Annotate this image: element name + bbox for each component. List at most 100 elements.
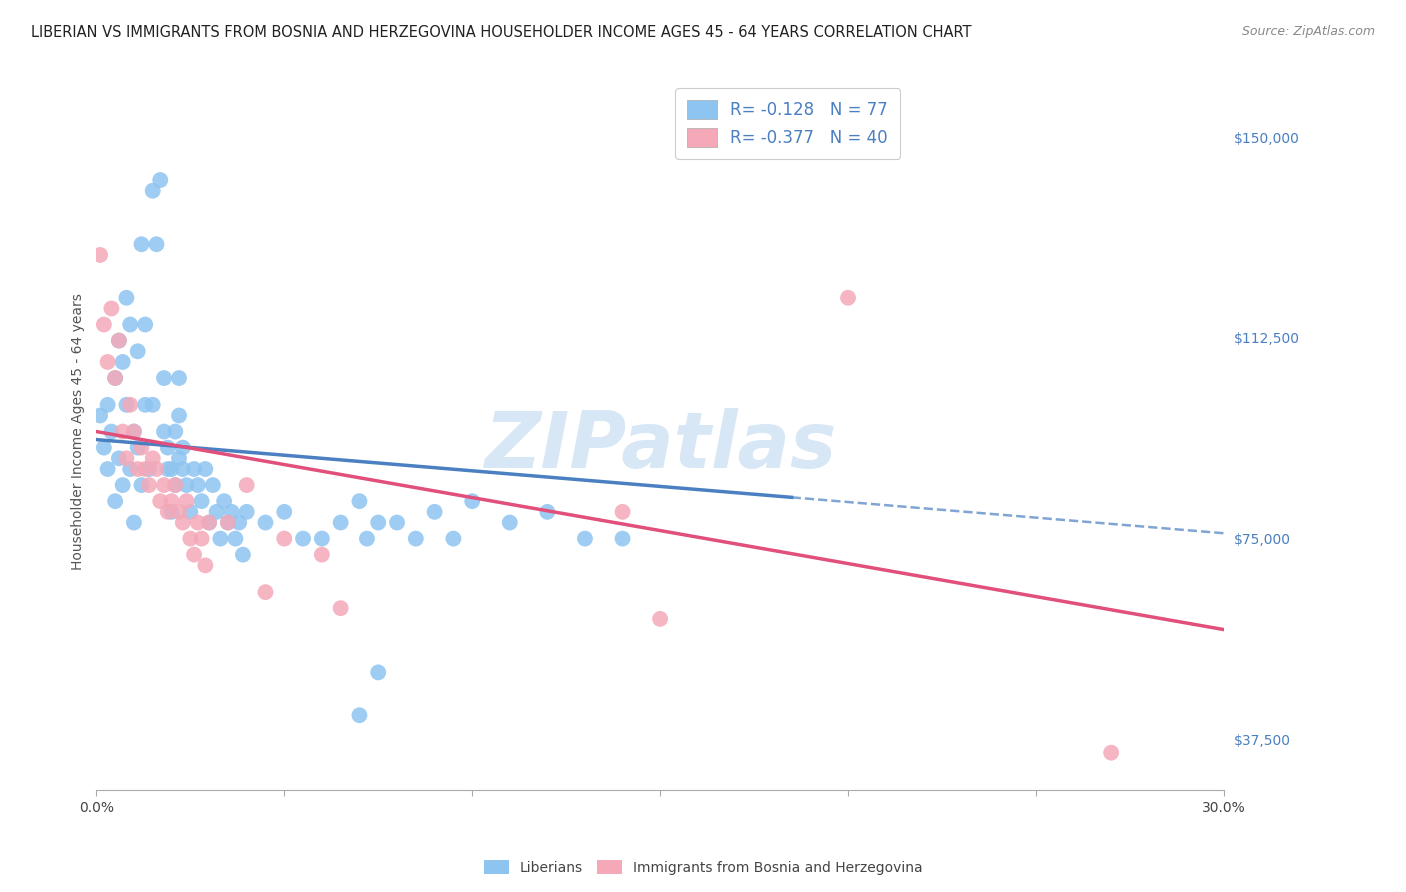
Point xyxy=(156,505,179,519)
Point xyxy=(217,516,239,530)
Point xyxy=(235,505,257,519)
Point xyxy=(441,532,464,546)
Point xyxy=(212,494,235,508)
Point xyxy=(145,462,167,476)
Point xyxy=(329,516,352,530)
Point xyxy=(405,532,427,546)
Point xyxy=(224,532,246,546)
Point xyxy=(104,494,127,508)
Point xyxy=(122,425,145,439)
Point xyxy=(134,398,156,412)
Point xyxy=(1099,746,1122,760)
Point xyxy=(273,505,295,519)
Text: Source: ZipAtlas.com: Source: ZipAtlas.com xyxy=(1241,25,1375,38)
Point xyxy=(104,371,127,385)
Point xyxy=(156,441,179,455)
Point xyxy=(349,494,371,508)
Point xyxy=(131,237,153,252)
Point xyxy=(461,494,484,508)
Point xyxy=(209,532,232,546)
Point xyxy=(217,516,239,530)
Point xyxy=(205,505,228,519)
Point xyxy=(172,441,194,455)
Point xyxy=(134,462,156,476)
Point xyxy=(100,425,122,439)
Point xyxy=(120,318,142,332)
Point xyxy=(165,478,187,492)
Point xyxy=(131,441,153,455)
Point xyxy=(149,494,172,508)
Point xyxy=(167,505,190,519)
Point xyxy=(127,441,149,455)
Point xyxy=(311,548,333,562)
Point xyxy=(385,516,408,530)
Point xyxy=(142,451,165,466)
Point xyxy=(115,291,138,305)
Point xyxy=(167,451,190,466)
Point xyxy=(120,398,142,412)
Point xyxy=(536,505,558,519)
Point xyxy=(198,516,221,530)
Point xyxy=(190,494,212,508)
Point xyxy=(187,478,209,492)
Y-axis label: Householder Income Ages 45 - 64 years: Householder Income Ages 45 - 64 years xyxy=(72,293,86,570)
Point xyxy=(134,318,156,332)
Point xyxy=(612,532,634,546)
Point xyxy=(183,462,205,476)
Point xyxy=(160,494,183,508)
Point xyxy=(612,505,634,519)
Point xyxy=(111,355,134,369)
Point xyxy=(115,398,138,412)
Point xyxy=(149,173,172,187)
Point xyxy=(273,532,295,546)
Point xyxy=(122,425,145,439)
Point xyxy=(183,548,205,562)
Point xyxy=(165,425,187,439)
Point xyxy=(153,478,176,492)
Point xyxy=(153,425,176,439)
Point xyxy=(100,301,122,316)
Point xyxy=(194,462,217,476)
Point xyxy=(574,532,596,546)
Point xyxy=(329,601,352,615)
Point xyxy=(97,462,120,476)
Point xyxy=(172,516,194,530)
Point xyxy=(367,516,389,530)
Point xyxy=(122,516,145,530)
Legend: Liberians, Immigrants from Bosnia and Herzegovina: Liberians, Immigrants from Bosnia and He… xyxy=(478,855,928,880)
Point xyxy=(176,478,198,492)
Point xyxy=(156,462,179,476)
Point xyxy=(138,478,160,492)
Point xyxy=(142,398,165,412)
Point xyxy=(311,532,333,546)
Point xyxy=(292,532,315,546)
Point xyxy=(423,505,446,519)
Point xyxy=(131,478,153,492)
Point xyxy=(235,478,257,492)
Point xyxy=(93,318,115,332)
Point xyxy=(89,248,111,262)
Point xyxy=(153,371,176,385)
Point xyxy=(120,462,142,476)
Point xyxy=(108,334,131,348)
Point xyxy=(201,478,224,492)
Point xyxy=(167,409,190,423)
Point xyxy=(254,585,277,599)
Point xyxy=(232,548,254,562)
Point xyxy=(367,665,389,680)
Point xyxy=(172,462,194,476)
Point xyxy=(837,291,859,305)
Point xyxy=(356,532,378,546)
Point xyxy=(145,237,167,252)
Point xyxy=(115,451,138,466)
Point xyxy=(198,516,221,530)
Point xyxy=(138,462,160,476)
Point xyxy=(111,478,134,492)
Point xyxy=(127,462,149,476)
Point xyxy=(89,409,111,423)
Point xyxy=(167,371,190,385)
Point xyxy=(97,355,120,369)
Point xyxy=(228,516,250,530)
Point xyxy=(108,451,131,466)
Point xyxy=(108,334,131,348)
